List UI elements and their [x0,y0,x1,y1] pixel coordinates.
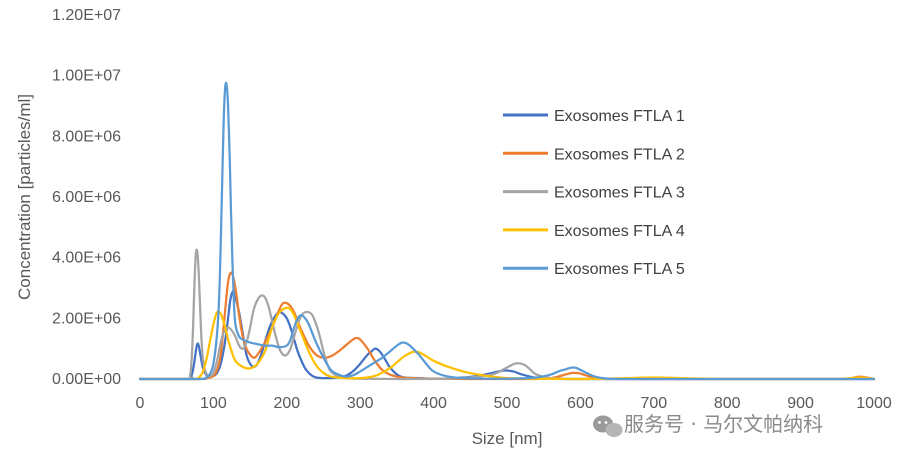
x-tick-label: 400 [420,395,447,412]
legend-label: Exosomes FTLA 2 [554,146,685,163]
legend-label: Exosomes FTLA 5 [554,261,685,278]
x-axis-title: Size [nm] [472,429,543,448]
series-line-ftla-5 [138,81,876,381]
x-tick-label: 100 [200,395,227,412]
y-tick-label: 0.00E+00 [52,371,121,388]
series-line-ftla-2 [138,271,876,381]
y-tick-label: 2.00E+06 [52,310,121,327]
y-tick-label: 4.00E+06 [52,250,121,267]
x-tick-label: 900 [787,395,814,412]
x-tick-label: 600 [567,395,594,412]
x-tick-label: 1000 [856,395,892,412]
x-tick-label: 800 [714,395,741,412]
x-tick-label: 500 [494,395,521,412]
x-tick-label: 700 [640,395,667,412]
wechat-icon [593,415,623,437]
x-tick-label: 300 [347,395,374,412]
series-line-ftla-3 [138,248,876,381]
watermark-text: 服务号 · 马尔文帕纳科 [624,412,823,436]
y-tick-label: 6.00E+06 [52,189,121,206]
y-tick-label: 1.00E+07 [52,68,121,85]
legend-label: Exosomes FTLA 1 [554,108,685,125]
y-axis-title: Concentration [particles/ml] [15,94,34,300]
y-tick-label: 8.00E+06 [52,128,121,145]
legend-label: Exosomes FTLA 4 [554,223,685,240]
x-tick-label: 0 [136,395,145,412]
x-tick-label: 200 [273,395,300,412]
y-tick-label: 1.20E+07 [52,7,121,24]
watermark: 服务号 · 马尔文帕纳科 [593,412,823,437]
series-line-ftla-1 [138,289,876,381]
legend-label: Exosomes FTLA 3 [554,185,685,202]
